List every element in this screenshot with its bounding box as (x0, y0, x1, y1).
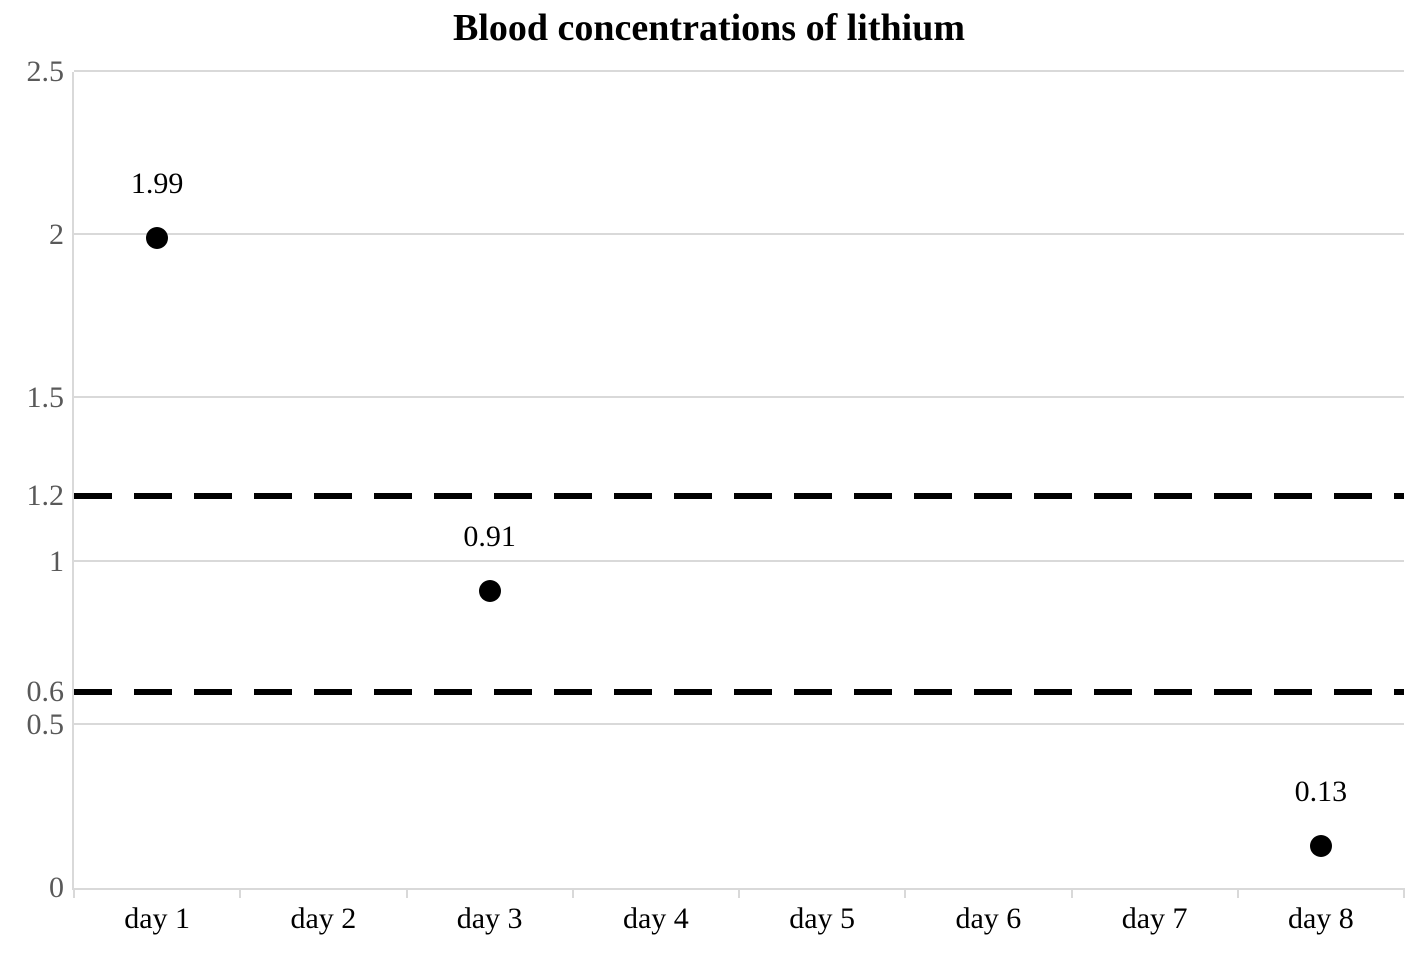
data-point-label: 0.13 (1295, 775, 1348, 809)
x-tick-mark (1403, 888, 1405, 898)
gridline (74, 396, 1404, 398)
y-tick-label: 0 (49, 871, 74, 905)
x-tick-mark (738, 888, 740, 898)
x-tick-label: day 8 (1288, 888, 1354, 936)
x-tick-label: day 2 (290, 888, 356, 936)
y-tick-label: 1.2 (27, 479, 75, 513)
gridline (74, 70, 1404, 72)
gridline (74, 723, 1404, 725)
x-tick-mark (572, 888, 574, 898)
chart-title: Blood concentrations of lithium (0, 6, 1418, 50)
x-tick-label: day 4 (623, 888, 689, 936)
data-point-label: 0.91 (463, 520, 516, 554)
x-tick-label: day 5 (789, 888, 855, 936)
x-tick-mark (239, 888, 241, 898)
y-tick-label: 1.5 (27, 381, 75, 415)
x-tick-label: day 3 (457, 888, 523, 936)
gridline (74, 560, 1404, 562)
y-tick-label: 2 (49, 218, 74, 252)
lithium-chart: Blood concentrations of lithium 00.50.61… (0, 0, 1418, 953)
data-point (146, 227, 168, 249)
x-tick-label: day 6 (955, 888, 1021, 936)
plot-area: 00.50.611.21.522.5day 1day 2day 3day 4da… (72, 72, 1404, 890)
x-tick-mark (904, 888, 906, 898)
y-tick-label: 1 (49, 545, 74, 579)
x-tick-mark (1237, 888, 1239, 898)
x-tick-label: day 7 (1122, 888, 1188, 936)
data-point-label: 1.99 (131, 167, 184, 201)
data-point (1310, 835, 1332, 857)
y-tick-label: 2.5 (27, 55, 75, 89)
gridline (74, 233, 1404, 235)
x-tick-mark (1071, 888, 1073, 898)
x-tick-label: day 1 (124, 888, 190, 936)
y-tick-label: 0.5 (27, 708, 75, 742)
y-tick-label: 0.6 (27, 675, 75, 709)
x-tick-mark (406, 888, 408, 898)
data-point (479, 580, 501, 602)
x-tick-mark (73, 888, 75, 898)
